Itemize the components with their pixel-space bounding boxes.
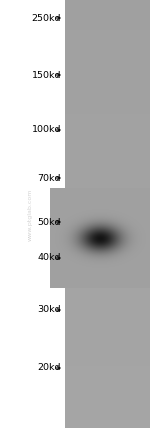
Text: 150kd: 150kd <box>32 71 61 80</box>
Text: www.ptglab.com: www.ptglab.com <box>27 189 33 241</box>
Text: 30kd: 30kd <box>37 306 61 315</box>
Text: 100kd: 100kd <box>32 125 61 134</box>
Text: 50kd: 50kd <box>38 217 61 226</box>
Text: 20kd: 20kd <box>38 363 61 372</box>
Text: 40kd: 40kd <box>38 253 61 262</box>
Text: 70kd: 70kd <box>38 173 61 182</box>
Text: 250kd: 250kd <box>32 14 61 23</box>
